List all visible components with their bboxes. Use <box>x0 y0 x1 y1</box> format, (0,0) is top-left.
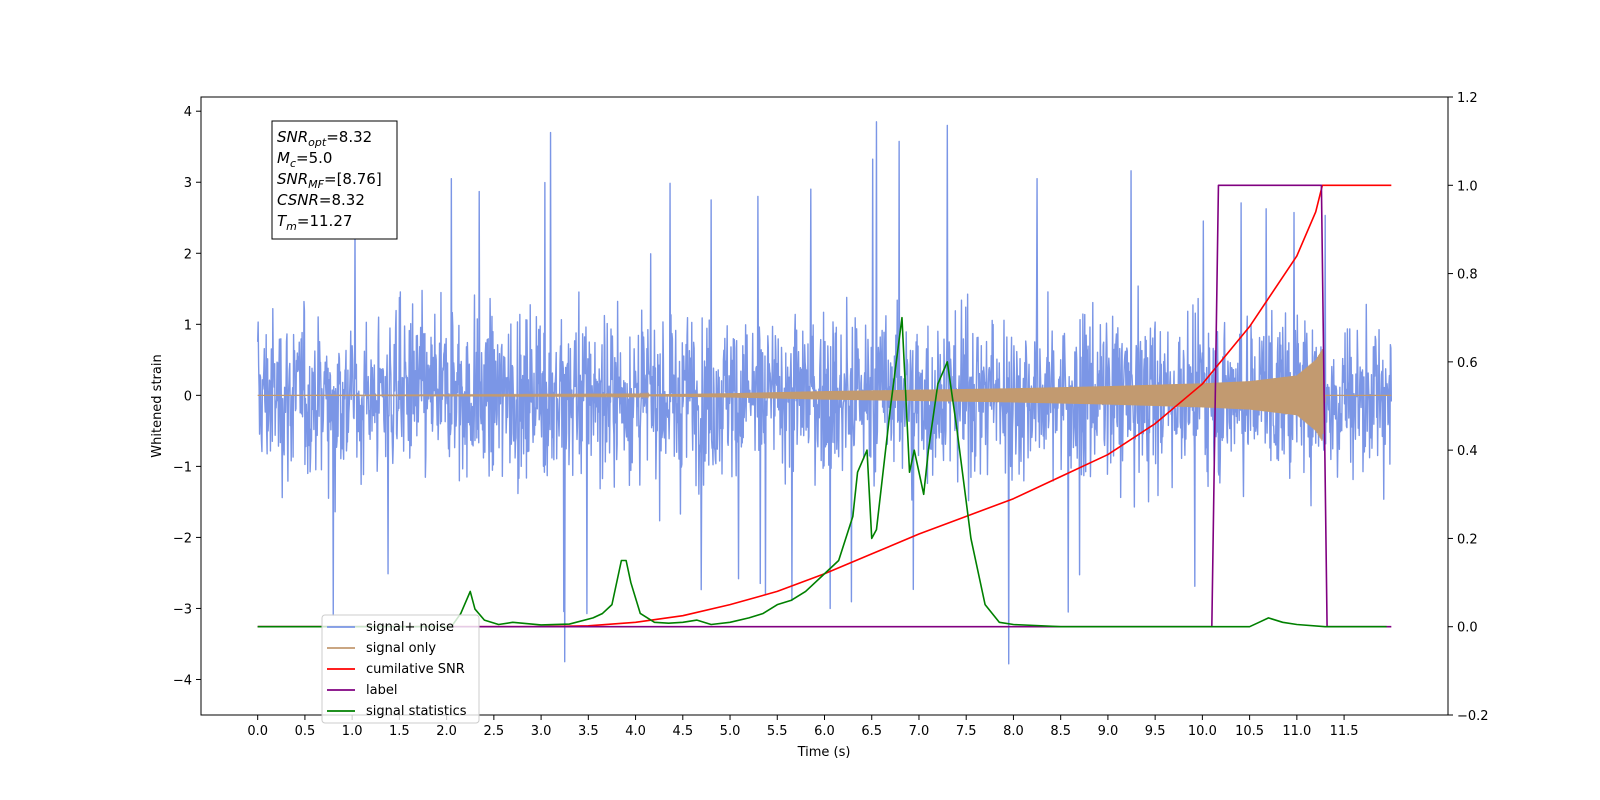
right-axis-series <box>257 184 1392 628</box>
legend-signal-plus-noise-label: signal+ noise <box>366 620 454 635</box>
x-tick-label: 0.5 <box>295 724 316 739</box>
signal-statistics-line <box>257 316 1387 628</box>
x-tick-label: 3.0 <box>531 724 552 739</box>
y2-tick-label: −0.2 <box>1457 709 1489 724</box>
annotation-subscript: MF <box>308 178 324 191</box>
x-tick-label: 0.0 <box>247 724 268 739</box>
y-tick-label: 2 <box>184 247 192 262</box>
legend-signal-only-label: signal only <box>366 641 436 656</box>
y2-tick-label: 0.6 <box>1457 356 1478 371</box>
y-axis-label: Whitened strain <box>150 354 165 457</box>
annotation-line: Tm=11.27 <box>277 212 352 233</box>
annotation-value: =8.32 <box>326 128 372 146</box>
legend-cumilative-snr-label: cumilative SNR <box>366 662 465 677</box>
annotation-symbol: T <box>277 212 288 230</box>
legend-frame <box>321 614 480 724</box>
annotation-line: Mc=5.0 <box>277 149 332 170</box>
y-axis-right: 1.2 1.0 0.8 0.6 0.4 0.2 0.0 −0.2 <box>1448 91 1489 724</box>
annotation-line: CSNR=8.32 <box>277 191 365 209</box>
x-tick-label: 9.0 <box>1098 724 1119 739</box>
annotation-value: =5.0 <box>296 149 332 167</box>
x-tick-label: 10.5 <box>1235 724 1264 739</box>
y2-tick-label: 0.8 <box>1457 268 1478 283</box>
x-tick-label: 7.5 <box>956 724 977 739</box>
y-tick-label: −4 <box>173 673 192 688</box>
y2-tick-label: 0.4 <box>1457 444 1478 459</box>
annotation-value: =[8.76] <box>324 170 382 188</box>
annotation-subscript: m <box>286 220 297 233</box>
x-tick-label: 1.5 <box>389 724 410 739</box>
plot-area <box>256 121 1393 665</box>
x-tick-label: 4.5 <box>672 724 693 739</box>
y2-tick-label: 0.0 <box>1457 621 1478 636</box>
x-tick-label: 11.5 <box>1330 724 1359 739</box>
x-tick-label: 2.0 <box>436 724 457 739</box>
y-tick-label: 3 <box>184 176 192 191</box>
x-tick-label: 2.5 <box>484 724 505 739</box>
x-tick-label: 8.5 <box>1050 724 1071 739</box>
legend-label-label: label <box>366 683 397 698</box>
stats-annotation-box: SNRopt=8.32Mc=5.0SNRMF=[8.76]CSNR=8.32Tm… <box>271 120 398 240</box>
legend-signal-statistics-label: signal statistics <box>366 704 467 719</box>
x-tick-label: 6.5 <box>861 724 882 739</box>
x-tick-label: 1.0 <box>342 724 363 739</box>
y-tick-label: −3 <box>173 602 192 617</box>
y-tick-label: −2 <box>173 531 192 546</box>
annotation-value: =8.32 <box>319 191 365 209</box>
y-tick-label: 1 <box>184 318 192 333</box>
x-tick-label: 11.0 <box>1282 724 1311 739</box>
annotation-subscript: c <box>290 157 296 170</box>
y-tick-label: 0 <box>184 389 192 404</box>
x-tick-label: 4.0 <box>625 724 646 739</box>
y-axis-left: 4 3 2 1 0 −1 −2 −3 −4 <box>173 105 201 688</box>
x-tick-label: 9.5 <box>1145 724 1166 739</box>
x-tick-label: 3.5 <box>578 724 599 739</box>
x-tick-label: 6.0 <box>814 724 835 739</box>
annotation-symbol: SNR <box>277 170 308 188</box>
cumilative-snr-line <box>257 184 1392 628</box>
legend: signal+ noise signal only cumilative SNR la… <box>321 614 480 724</box>
x-tick-label: 7.0 <box>909 724 930 739</box>
x-tick-label: 10.0 <box>1188 724 1217 739</box>
y-tick-label: 4 <box>184 105 192 120</box>
x-tick-label: 5.5 <box>767 724 788 739</box>
annotation-subscript: opt <box>308 136 327 149</box>
y2-tick-label: 1.2 <box>1457 91 1478 106</box>
annotation-line: SNRMF=[8.76] <box>277 170 382 191</box>
annotation-line: SNRopt=8.32 <box>277 128 372 149</box>
y-tick-label: −1 <box>173 460 192 475</box>
annotation-symbol: M <box>277 149 290 167</box>
annotation-symbol: CSNR <box>277 191 319 209</box>
annotation-value: =11.27 <box>297 212 353 230</box>
annotation-frame <box>271 120 398 240</box>
y2-tick-label: 0.2 <box>1457 532 1478 547</box>
x-tick-label: 5.0 <box>720 724 741 739</box>
annotation-symbol: SNR <box>277 128 308 146</box>
x-axis: 0.0 0.5 1.0 1.5 2.0 2.5 3.0 3.5 4.0 4.5 5.0 5.5 6.0 6… <box>247 715 1359 739</box>
y2-tick-label: 1.0 <box>1457 179 1478 194</box>
x-axis-label: Time (s) <box>797 745 851 760</box>
x-tick-label: 8.0 <box>1003 724 1024 739</box>
